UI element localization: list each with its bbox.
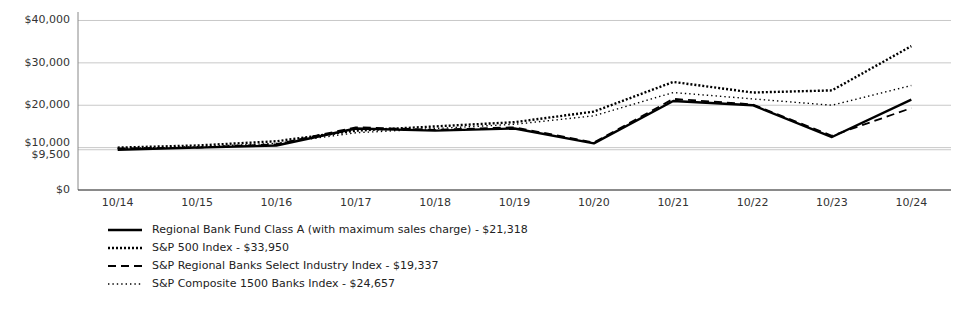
y-tick-label: $30,000: [25, 56, 71, 69]
x-tick-label: 10/16: [261, 196, 293, 209]
legend-swatch: [108, 265, 142, 267]
legend: Regional Bank Fund Class A (with maximum…: [108, 223, 528, 290]
grid-line: [78, 190, 951, 191]
y-tick-label: $9,500: [32, 148, 71, 161]
x-tick-label: 10/24: [895, 196, 927, 209]
x-tick-label: 10/18: [419, 196, 451, 209]
grid-line: [78, 20, 951, 21]
x-tick-label: 10/19: [499, 196, 531, 209]
series-line: [118, 100, 912, 150]
x-axis: 10/14 10/15 10/16 10/17 10/18 10/19 10/20 10/21…: [102, 196, 927, 209]
y-tick-label: $0: [56, 183, 70, 196]
y-axis-line: [78, 12, 79, 190]
grid: [78, 20, 951, 190]
y-tick-label: $20,000: [25, 98, 71, 111]
legend-swatch: [108, 247, 142, 249]
x-tick-label: 10/15: [181, 196, 213, 209]
x-tick-label: 10/22: [737, 196, 769, 209]
series-line: [118, 99, 912, 149]
legend-swatch: [108, 283, 142, 284]
series-line: [118, 46, 912, 148]
grid-line: [78, 62, 951, 63]
legend-label: S&P 500 Index - $33,950: [152, 241, 289, 254]
x-axis-line: [78, 190, 951, 191]
y-axis: $40,000$30,000$20,000$10,000$9,500$0: [25, 13, 71, 196]
x-tick-label: 10/14: [102, 196, 134, 209]
lines: [118, 46, 912, 150]
chart: $40,000$30,000$20,000$10,000$9,500$010/1…: [0, 0, 975, 327]
legend-label: S&P Composite 1500 Banks Index - $24,657: [152, 277, 395, 290]
series-line: [118, 86, 912, 149]
y-tick-label: $40,000: [25, 13, 71, 26]
x-tick-label: 10/17: [340, 196, 372, 209]
x-tick-label: 10/21: [657, 196, 689, 209]
grid-line: [78, 149, 951, 150]
legend-swatch: [108, 229, 142, 231]
x-tick-label: 10/23: [816, 196, 848, 209]
legend-label: S&P Regional Banks Select Industry Index…: [152, 259, 438, 272]
x-tick-label: 10/20: [578, 196, 610, 209]
legend-label: Regional Bank Fund Class A (with maximum…: [152, 223, 528, 236]
grid-line: [78, 105, 951, 106]
